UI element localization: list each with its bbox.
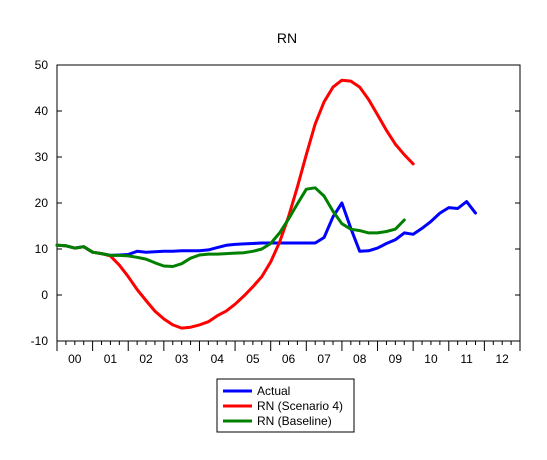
series-line-rn-scenario-4 [55, 78, 415, 330]
chart-title: RN [277, 30, 297, 46]
plot-area: -10 0 10 20 30 40 50 00 01 02 03 04 05 06 07 08 09 10 11 12 [31, 58, 521, 366]
x-tick-label: 02 [139, 352, 153, 366]
x-tick-label: 10 [424, 352, 438, 366]
y-tick-label: 10 [35, 242, 49, 256]
x-tick-label: 06 [282, 352, 296, 366]
x-tick-label: 01 [104, 352, 118, 366]
y-tick-label: 20 [35, 196, 49, 210]
series-line-rn-baseline [55, 186, 406, 268]
y-tick-label: 0 [41, 288, 48, 302]
x-tick-label: 09 [389, 352, 403, 366]
y-tick-label: 50 [35, 58, 49, 72]
legend-label: RN (Scenario 4) [257, 399, 343, 413]
y-tick-label: 40 [35, 104, 49, 118]
x-tick-label: 03 [175, 352, 189, 366]
x-tick-label: 11 [460, 352, 473, 366]
y-tick-label: 30 [35, 150, 49, 164]
x-tick-label: 12 [496, 352, 510, 366]
y-tick-label: -10 [31, 334, 49, 348]
x-tick-label: 07 [317, 352, 331, 366]
legend-label: RN (Baseline) [257, 414, 332, 428]
x-tick-label: 00 [68, 352, 82, 366]
x-tick-label: 04 [211, 352, 225, 366]
x-tick-label: 05 [246, 352, 260, 366]
x-tick-label: 08 [353, 352, 367, 366]
legend-label: Actual [257, 384, 290, 398]
